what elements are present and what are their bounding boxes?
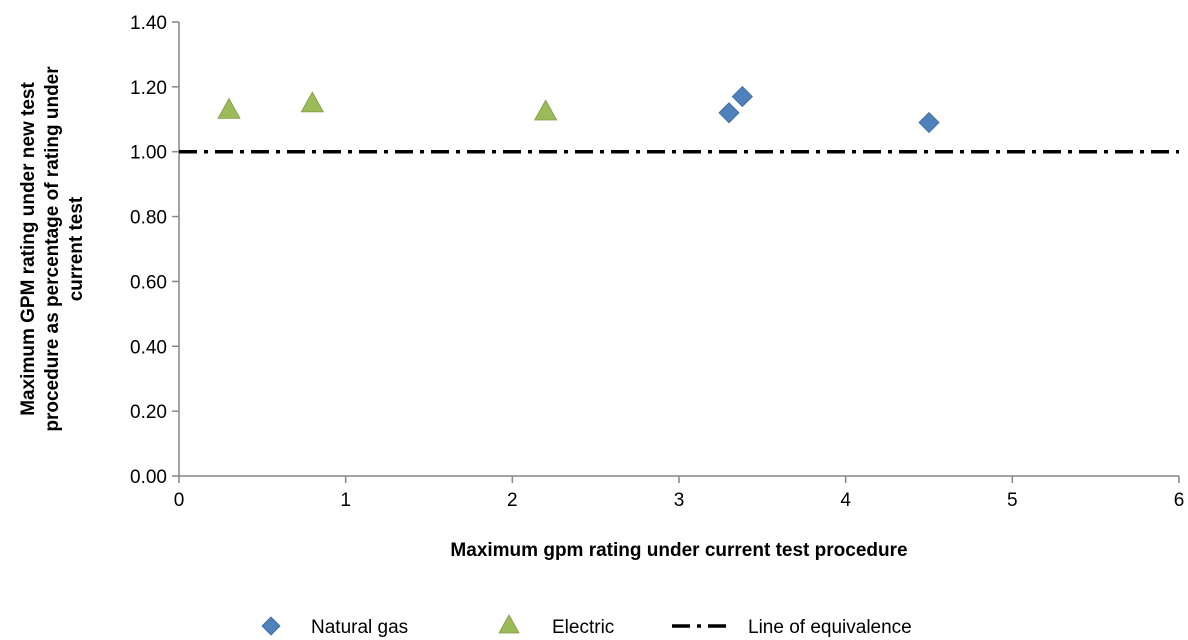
x-tick-label: 3: [674, 490, 685, 511]
legend-marker-diamond: [261, 616, 281, 636]
data-point-natural-gas: [718, 102, 740, 124]
y-axis-ticks: 0.00 0.20 0.40 0.60 0.80 1.00 1.20 1.40: [130, 13, 179, 488]
data-point-natural-gas: [918, 111, 940, 134]
data-point-natural-gas: [731, 86, 753, 108]
legend-marker-triangle: [498, 614, 520, 634]
x-tick-label: 1: [340, 490, 351, 511]
y-axis-title-line-1: Maximum GPM rating under new test: [18, 82, 39, 416]
data-point-electric: [217, 97, 241, 119]
y-axis-title: Maximum GPM rating under new test proced…: [18, 66, 87, 432]
chart-series: [179, 86, 1179, 154]
x-tick-label: 4: [840, 490, 851, 511]
y-tick-label: 1.20: [130, 78, 167, 99]
legend-label-electric: Electric: [552, 617, 614, 638]
legend-label-line-of-equivalence: Line of equivalence: [748, 617, 912, 638]
legend-label-natural-gas: Natural gas: [311, 617, 408, 638]
chart-axes: [178, 22, 1179, 477]
y-tick-label: 0.60: [130, 272, 167, 293]
x-tick-label: 6: [1174, 490, 1185, 511]
y-tick-label: 0.40: [130, 337, 167, 358]
data-point-electric: [533, 99, 558, 121]
y-tick-label: 0.80: [130, 208, 167, 229]
data-point-electric: [300, 91, 325, 113]
x-tick-label: 0: [174, 490, 185, 511]
y-tick-label: 1.40: [130, 13, 167, 34]
x-tick-label: 2: [507, 490, 518, 511]
y-axis-title-line-2: procedure as percentage of rating under: [42, 66, 63, 432]
legend-item-natural-gas: Natural gas: [261, 616, 408, 638]
y-tick-label: 0.20: [130, 402, 167, 423]
y-tick-label: 1.00: [130, 143, 167, 164]
legend-item-electric: Electric: [498, 614, 614, 638]
x-tick-label: 5: [1007, 490, 1018, 511]
x-axis-title: Maximum gpm rating under current test pr…: [450, 540, 907, 561]
x-axis-ticks: 0 1 2 3 4 5 6: [174, 476, 1185, 511]
chart-legend: Natural gas Electric Line of equivalence: [261, 614, 912, 638]
y-axis-title-line-3: current test: [66, 196, 87, 301]
legend-item-line-of-equivalence: Line of equivalence: [672, 617, 912, 638]
y-tick-label: 0.00: [130, 467, 167, 488]
